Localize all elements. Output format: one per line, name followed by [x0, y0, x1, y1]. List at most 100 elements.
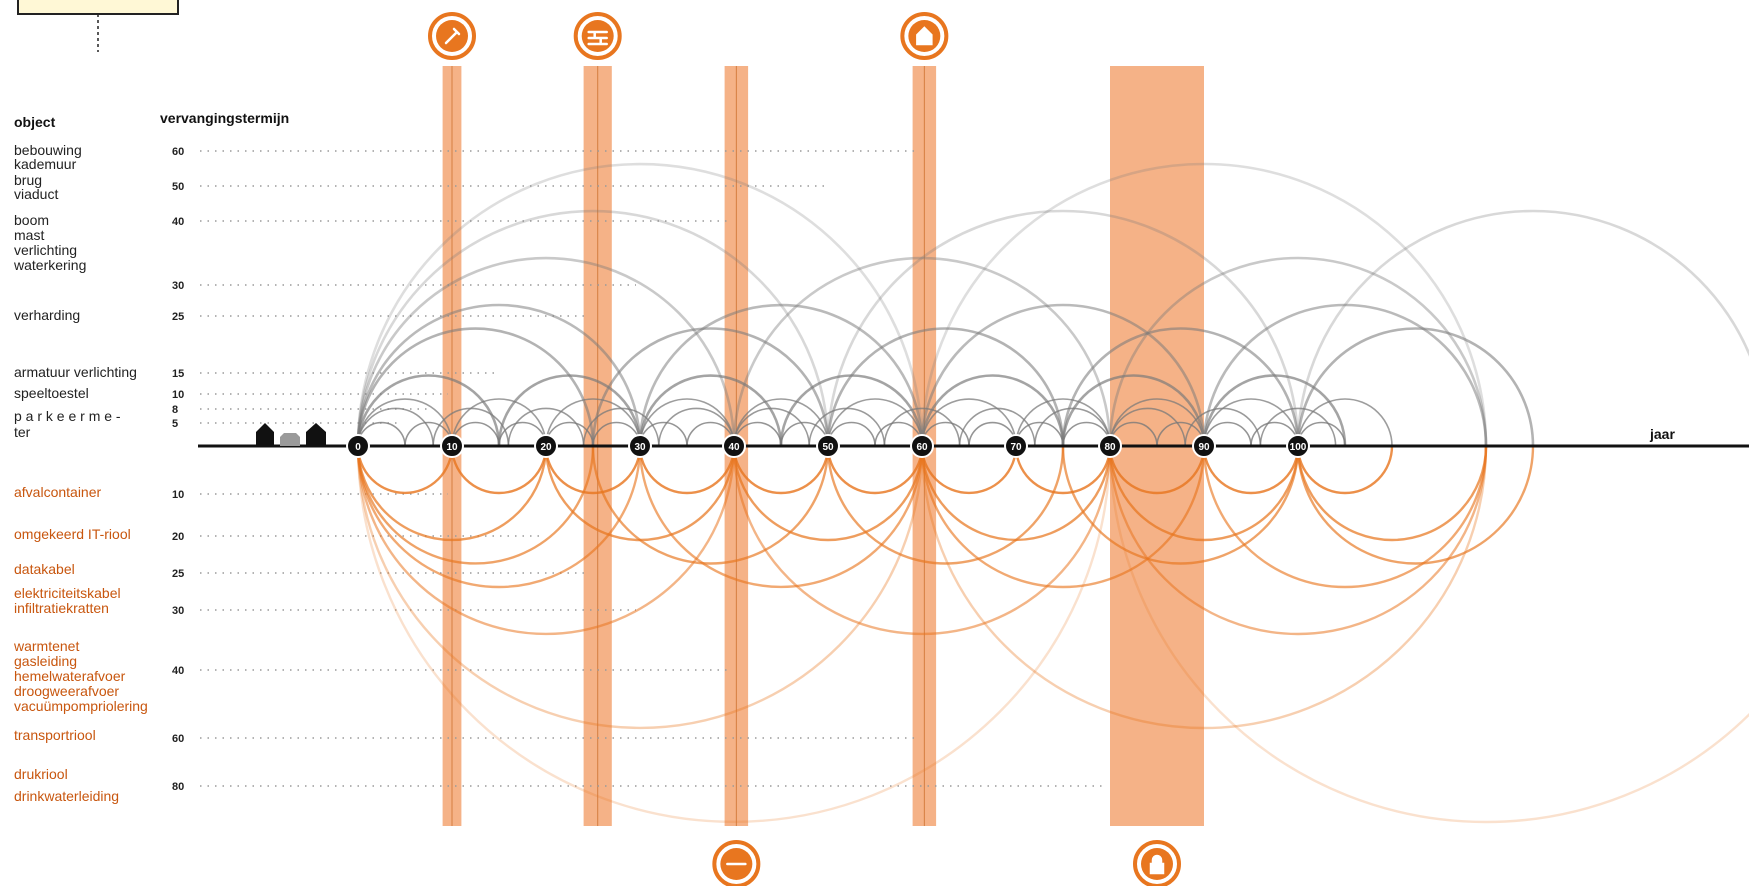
- arc-b5-1: [920, 445, 1488, 730]
- arc-b5-0: [356, 445, 924, 730]
- street-pictogram: [256, 423, 326, 446]
- term-value: 50: [172, 181, 184, 193]
- arc-b2-2: [826, 445, 1065, 565]
- arc-a6-0: [357, 398, 453, 447]
- arc-b0-9: [1202, 445, 1300, 495]
- corner-sketch-fragment: [17, 0, 179, 52]
- above-row-7: 8: [172, 404, 178, 416]
- object-label: warmtenet: [13, 638, 79, 654]
- object-label: bebouwing: [14, 142, 82, 158]
- arc-a7-9: [1034, 407, 1111, 447]
- arc-b4-1: [732, 445, 1112, 636]
- above-arcs-0: [356, 162, 1488, 447]
- arc-a3-2: [920, 303, 1206, 447]
- axis-tick-label: 80: [1104, 442, 1116, 453]
- above-arcs-7: [357, 407, 1337, 447]
- axis-tick-label: 60: [916, 442, 928, 453]
- term-value: 60: [172, 146, 184, 158]
- axis-tick-50: 50: [816, 434, 840, 458]
- arc-a6-1: [451, 398, 547, 447]
- below-arcs-5: [356, 445, 1488, 730]
- term-value: 20: [172, 531, 184, 543]
- axis-tick-label: 30: [634, 442, 646, 453]
- object-label: boom: [14, 212, 49, 228]
- object-label: elektriciteitskabel: [14, 585, 121, 601]
- arc-a7-12: [1259, 407, 1337, 447]
- term-value: 8: [172, 404, 178, 416]
- arc-b3-1: [638, 445, 924, 589]
- arc-a5-0: [356, 374, 501, 447]
- below-arcs-3: [356, 445, 1488, 589]
- term-value: 10: [172, 389, 184, 401]
- arc-b2-0: [356, 445, 595, 565]
- arc-a6-8: [1109, 398, 1205, 447]
- arc-b2-3: [1061, 445, 1300, 565]
- arc-b1-4: [1108, 445, 1300, 542]
- axis-tick-10: 10: [440, 434, 464, 458]
- arc-a4-0: [356, 327, 595, 447]
- above-row-8: p a r k e e r m e -ter 5: [14, 408, 178, 440]
- arc-b0-7: [1014, 445, 1112, 495]
- term-value: 25: [172, 311, 184, 323]
- above-row-3: 30: [172, 280, 184, 292]
- arc-b0-3: [638, 445, 736, 495]
- arc-a4-1: [591, 327, 830, 447]
- arc-a2-0: [356, 256, 736, 447]
- arc-a6-7: [1015, 398, 1111, 447]
- arc-a3-1: [638, 303, 924, 447]
- arc-a5-2: [638, 374, 783, 447]
- above-row-5: armatuur verlichting 15: [14, 364, 184, 380]
- pipe-link-icon: [712, 840, 761, 886]
- term-value: 40: [172, 665, 184, 677]
- arc-b4-2: [1108, 445, 1488, 636]
- axis-tick-label: 70: [1010, 442, 1022, 453]
- arc-a7-0: [357, 407, 434, 447]
- axis-tick-label: 0: [355, 442, 361, 453]
- arc-b1-3: [920, 445, 1112, 542]
- above-arcs-6: [357, 398, 1393, 447]
- arc-b0-1: [450, 445, 548, 495]
- object-label: waterkering: [13, 257, 86, 273]
- arc-a0-1: [920, 162, 1488, 447]
- tool-icon: [428, 12, 476, 60]
- axis-tick-40: 40: [722, 434, 746, 458]
- axis-tick-label: 100: [1290, 442, 1307, 453]
- object-label: afvalcontainer: [14, 484, 102, 500]
- object-label: armatuur verlichting: [14, 364, 137, 380]
- arc-b0-2: [544, 445, 642, 495]
- above-arcs-1: [356, 209, 1749, 447]
- arc-a7-10: [1109, 407, 1186, 447]
- below-arcs-1: [356, 445, 1488, 542]
- axis-tick-label: 50: [822, 442, 834, 453]
- term-value: 15: [172, 368, 184, 380]
- below-arcs-6: [356, 445, 1749, 824]
- arc-a3-3: [1202, 303, 1488, 447]
- arc-b6-1: [1108, 445, 1749, 824]
- arc-b2-4: [1296, 445, 1535, 565]
- above-arcs-3: [356, 303, 1488, 447]
- axis-tick-30: 30: [628, 434, 652, 458]
- arc-a6-4: [733, 398, 829, 447]
- below-row-0: afvalcontainer 10: [14, 484, 184, 501]
- lock-icon: [1133, 840, 1181, 886]
- axis-tick-60: 60: [910, 434, 934, 458]
- arc-a1-2: [1296, 209, 1749, 447]
- arc-a6-10: [1297, 398, 1393, 447]
- arc-b0-0: [356, 445, 454, 495]
- below-arcs-4: [356, 445, 1488, 636]
- below-row-5: transportriool 60: [14, 727, 184, 745]
- arc-b4-0: [356, 445, 736, 636]
- arc-b3-0: [356, 445, 642, 589]
- object-label: datakabel: [14, 561, 75, 577]
- arc-a6-3: [639, 398, 735, 447]
- arc-a4-4: [1296, 327, 1535, 447]
- header-object: object: [14, 114, 56, 130]
- object-label: vacuümpompriolering: [14, 698, 148, 714]
- object-label: drukriool: [14, 766, 68, 782]
- arc-a0-0: [356, 162, 924, 447]
- arc-a7-4: [658, 407, 735, 447]
- axis-tick-0: 0: [346, 434, 370, 458]
